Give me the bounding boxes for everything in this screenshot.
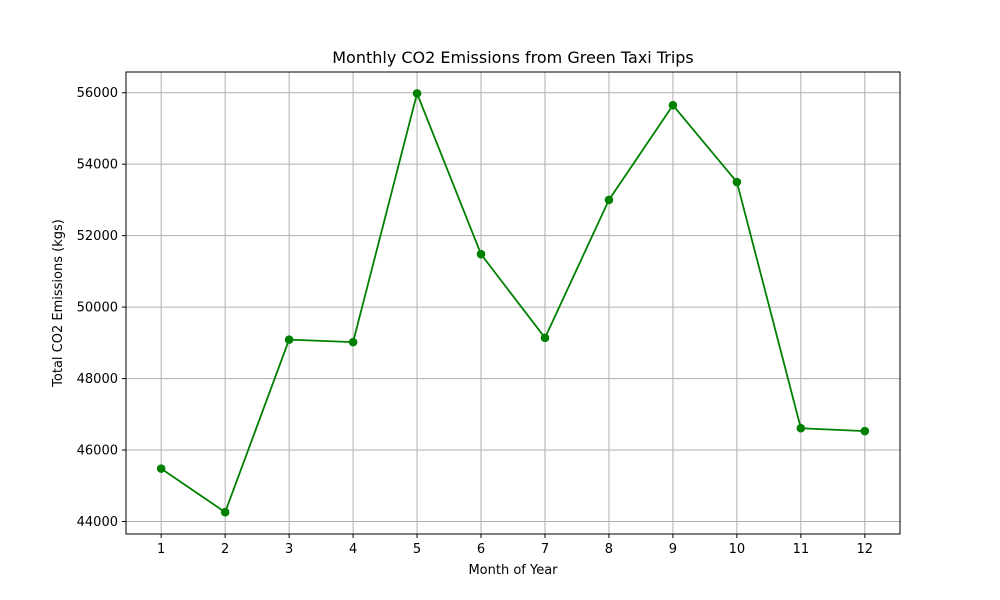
data-point [540,333,550,343]
x-tick-label: 2 [221,542,229,557]
y-tick-label: 46000 [77,444,118,459]
data-point [156,464,166,473]
data-point [412,89,422,98]
data-point [668,100,678,110]
data-point [860,426,870,436]
x-tick-label: 12 [857,542,874,557]
chart-title: Monthly CO2 Emissions from Green Taxi Tr… [332,48,694,67]
grid-layer [126,72,900,534]
data-point [284,335,294,344]
x-tick-label: 8 [605,542,613,557]
x-tick-label: 5 [413,542,421,557]
x-tick-label: 11 [793,542,810,557]
x-tick-label: 1 [157,542,165,557]
x-tick-label: 7 [541,542,549,557]
x-tick-label: 10 [729,542,746,557]
plot-frame [125,71,901,535]
y-tick-label: 52000 [77,229,118,244]
x-tick-label: 6 [477,542,485,557]
x-tick-label: 4 [349,542,357,557]
y-tick-label: 48000 [77,372,118,387]
data-point [732,177,742,187]
y-tick-label: 44000 [77,515,118,530]
data-point [220,507,230,517]
series-layer [156,89,870,517]
data-point [348,337,358,347]
data-point [476,249,486,259]
tick-layer: 1 2 3 4 5 6 7 8 9 10 11 124400046000480005000052000… [77,86,873,557]
x-tick-label: 3 [285,542,293,557]
y-tick-label: 56000 [77,86,118,101]
y-axis-title: Total CO2 Emissions (kgs) [51,219,66,388]
x-axis-title: Month of Year [468,563,558,578]
data-point [796,423,806,433]
y-tick-label: 54000 [77,158,118,173]
y-tick-label: 50000 [77,301,118,316]
series-line [160,92,865,514]
data-point [604,195,614,205]
x-tick-label: 9 [669,542,677,557]
